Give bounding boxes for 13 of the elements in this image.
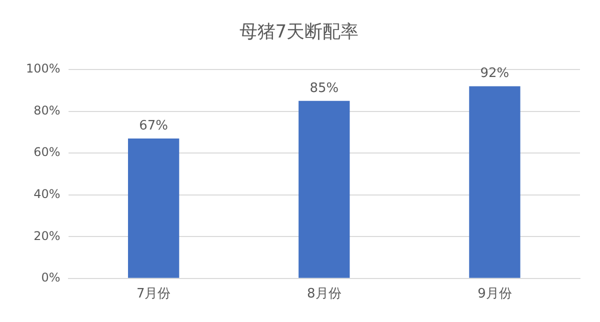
y-tick-label: 100% (26, 62, 60, 76)
y-tick-label: 0% (41, 270, 60, 285)
y-tick-label: 60% (34, 145, 60, 160)
y-tick-label: 40% (34, 187, 60, 202)
data-label: 85% (310, 80, 339, 96)
x-tick-label: 8月份 (307, 286, 342, 302)
data-label: 67% (139, 118, 168, 134)
chart-title: 母猪7天断配率 (239, 21, 359, 42)
x-tick-label: 7月份 (136, 286, 171, 302)
x-tick-label: 9月份 (478, 286, 512, 302)
y-tick-label: 80% (34, 103, 60, 118)
data-label: 92% (480, 66, 510, 82)
y-tick-label: 20% (34, 228, 60, 243)
